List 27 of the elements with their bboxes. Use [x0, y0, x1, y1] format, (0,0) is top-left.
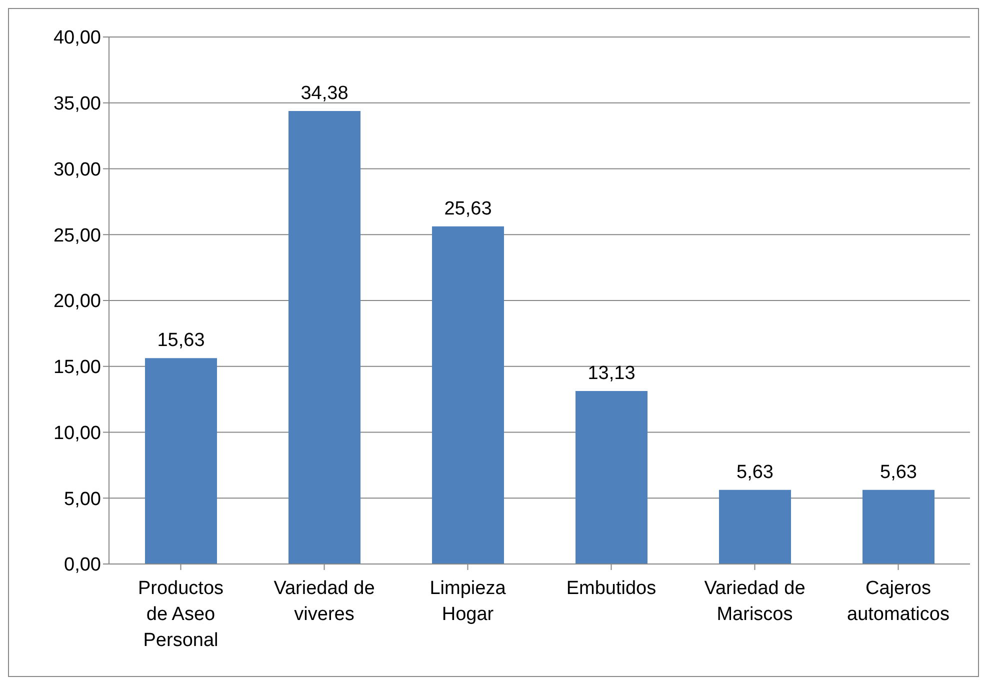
y-tick-label: 35,00 [53, 94, 101, 115]
bar [576, 391, 648, 564]
x-tick-label: Limpieza Hogar [430, 578, 506, 625]
bar [145, 358, 217, 564]
x-tick-label: Cajeros automaticos [847, 578, 950, 625]
data-label: 13,13 [588, 363, 636, 384]
x-tick-label: Variedad de Mariscos [704, 578, 806, 625]
y-tick-label: 15,00 [53, 357, 101, 378]
bar [719, 490, 791, 564]
x-tick-label: Embutidos [566, 578, 656, 599]
x-tick-label: Productos de Aseo Personal [138, 578, 224, 651]
data-label: 34,38 [300, 83, 348, 104]
bar [432, 226, 504, 564]
x-tick-label: Variedad de viveres [274, 578, 375, 625]
y-tick-label: 40,00 [53, 28, 101, 49]
y-tick-label: 25,00 [53, 225, 101, 246]
data-label: 25,63 [444, 198, 492, 220]
data-label: 15,63 [157, 330, 205, 352]
y-tick-label: 5,00 [64, 488, 101, 510]
y-tick-label: 10,00 [53, 422, 101, 444]
y-tick-label: 30,00 [53, 159, 101, 180]
data-label: 5,63 [736, 462, 774, 483]
bar [288, 111, 360, 564]
bar [862, 490, 934, 564]
y-tick-label: 20,00 [53, 291, 101, 312]
data-label: 5,63 [880, 462, 917, 483]
y-tick-label: 0,00 [64, 554, 101, 576]
